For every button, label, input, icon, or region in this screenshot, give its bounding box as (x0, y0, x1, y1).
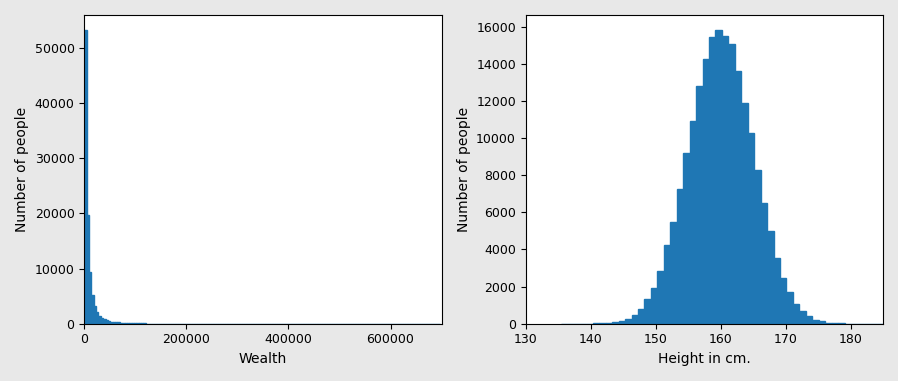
Bar (741, 103, 748, 324)
Bar (819, 321, 825, 324)
Bar (86, 215, 89, 324)
Bar (812, 320, 819, 324)
Bar (690, 121, 696, 324)
Bar (761, 203, 767, 324)
Bar (106, 320, 108, 324)
Bar (657, 271, 664, 324)
Bar (84, 30, 86, 324)
Bar (728, 44, 735, 324)
Bar (702, 59, 709, 324)
Bar (129, 323, 132, 324)
Bar (806, 316, 812, 324)
Bar (118, 322, 119, 324)
Bar (93, 306, 96, 324)
Bar (773, 258, 780, 324)
Bar (677, 189, 683, 324)
Bar (709, 37, 716, 324)
Bar (838, 323, 844, 324)
Bar (103, 319, 106, 324)
X-axis label: Height in cm.: Height in cm. (658, 352, 751, 366)
Bar (110, 322, 113, 324)
Bar (645, 299, 651, 324)
Bar (787, 291, 793, 324)
Bar (683, 154, 690, 324)
Bar (722, 36, 728, 324)
Bar (735, 71, 741, 324)
Bar (638, 309, 645, 324)
Bar (696, 86, 702, 324)
Bar (89, 272, 92, 324)
Bar (748, 133, 754, 324)
Bar (122, 323, 125, 324)
Bar (754, 170, 761, 324)
Bar (125, 323, 127, 324)
Y-axis label: Number of people: Number of people (456, 107, 471, 232)
Y-axis label: Number of people: Number of people (15, 107, 29, 232)
Bar (664, 245, 670, 324)
Bar (99, 316, 101, 324)
Bar (780, 277, 787, 324)
Bar (651, 288, 657, 324)
Bar (670, 223, 677, 324)
Bar (127, 323, 129, 324)
Bar (119, 323, 122, 324)
Bar (132, 323, 134, 324)
Bar (799, 311, 806, 324)
Bar (96, 312, 99, 324)
Bar (115, 322, 118, 324)
Bar (619, 320, 625, 324)
Bar (631, 315, 638, 324)
Bar (612, 322, 619, 324)
Bar (108, 321, 110, 324)
Bar (101, 318, 103, 324)
Bar (716, 30, 722, 324)
Bar (793, 304, 799, 324)
Bar (767, 231, 773, 324)
X-axis label: Wealth: Wealth (239, 352, 287, 366)
Bar (606, 323, 612, 324)
Bar (92, 295, 93, 324)
Bar (625, 319, 631, 324)
Bar (113, 322, 115, 324)
Bar (825, 323, 832, 324)
Bar (832, 323, 838, 324)
